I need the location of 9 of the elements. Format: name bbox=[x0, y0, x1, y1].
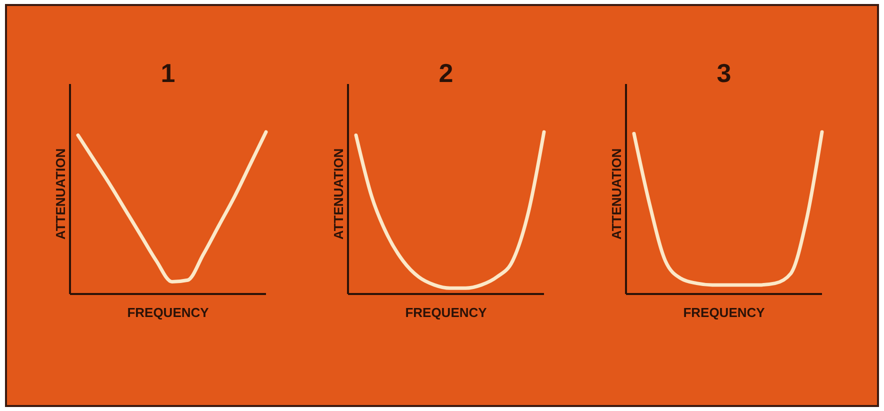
x-axis-title: FREQUENCY bbox=[683, 305, 766, 320]
chart-title: 1 bbox=[160, 58, 176, 88]
x-axis-title: FREQUENCY bbox=[405, 305, 488, 320]
chart-title: 3 bbox=[716, 58, 732, 88]
x-axis-title: FREQUENCY bbox=[127, 305, 210, 320]
chart-title: 2 bbox=[438, 58, 454, 88]
y-axis-title: ATTENUATION bbox=[53, 148, 68, 240]
y-axis-title: ATTENUATION bbox=[609, 148, 624, 240]
y-axis-title: ATTENUATION bbox=[331, 148, 346, 240]
